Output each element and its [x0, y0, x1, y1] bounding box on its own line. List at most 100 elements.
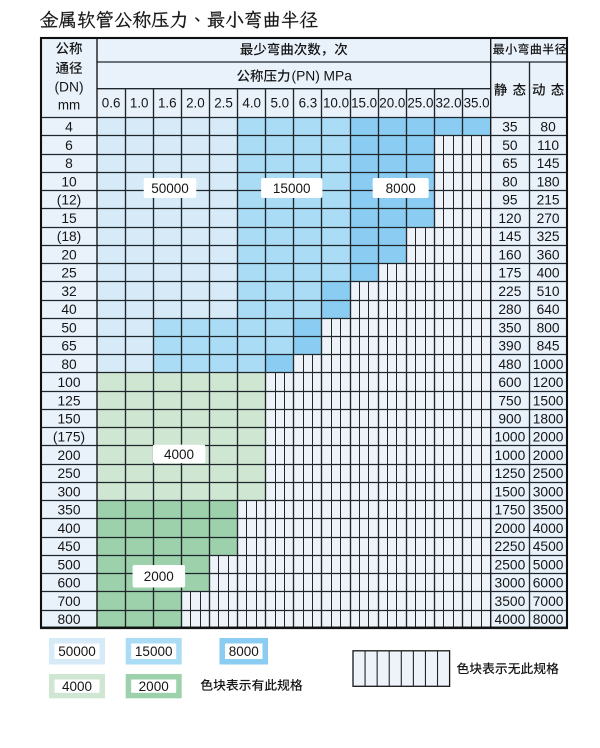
svg-text:2000: 2000 [139, 679, 169, 694]
svg-text:50000: 50000 [58, 644, 96, 659]
svg-text:1.0: 1.0 [130, 96, 149, 111]
svg-text:4500: 4500 [533, 539, 564, 554]
svg-text:4000: 4000 [164, 447, 194, 462]
svg-text:MPa: MPa [324, 68, 353, 83]
svg-text:(18): (18) [57, 229, 82, 244]
svg-text:80: 80 [540, 120, 556, 135]
svg-text:400: 400 [537, 266, 560, 281]
svg-text:125: 125 [57, 393, 80, 408]
svg-text:2000: 2000 [144, 569, 174, 584]
svg-text:110: 110 [537, 138, 559, 153]
svg-text:350: 350 [57, 503, 80, 518]
svg-text:2.5: 2.5 [214, 96, 233, 111]
svg-text:5.0: 5.0 [270, 96, 289, 111]
svg-text:50: 50 [61, 320, 77, 335]
svg-text:100: 100 [57, 375, 80, 390]
svg-text:2250: 2250 [495, 539, 526, 554]
svg-text:2500: 2500 [495, 557, 526, 572]
svg-text:450: 450 [57, 539, 80, 554]
svg-text:5000: 5000 [533, 557, 564, 572]
svg-text:400: 400 [57, 521, 80, 536]
svg-text:350: 350 [498, 320, 521, 335]
svg-text:7000: 7000 [533, 594, 564, 609]
svg-text:35.0: 35.0 [464, 96, 490, 111]
svg-text:3500: 3500 [495, 594, 526, 609]
svg-text:8000: 8000 [229, 644, 259, 659]
svg-text:1250: 1250 [495, 466, 526, 481]
svg-text:25.0: 25.0 [407, 96, 433, 111]
svg-text:900: 900 [498, 412, 521, 427]
svg-text:0.6: 0.6 [102, 96, 121, 111]
svg-text:6000: 6000 [533, 576, 564, 591]
svg-text:2500: 2500 [533, 466, 564, 481]
svg-text:845: 845 [537, 339, 560, 354]
svg-text:500: 500 [57, 557, 80, 572]
svg-text:65: 65 [61, 339, 77, 354]
svg-text:1500: 1500 [533, 393, 564, 408]
svg-text:4000: 4000 [495, 612, 526, 627]
svg-text:360: 360 [537, 247, 560, 262]
svg-text:80: 80 [61, 357, 77, 372]
svg-text:10: 10 [61, 174, 77, 189]
svg-text:300: 300 [57, 484, 80, 499]
svg-text:35: 35 [502, 120, 518, 135]
svg-text:1000: 1000 [495, 430, 526, 445]
svg-text:3000: 3000 [495, 576, 526, 591]
svg-text:6: 6 [65, 138, 73, 153]
svg-text:4000: 4000 [62, 679, 92, 694]
svg-text:6.3: 6.3 [299, 96, 318, 111]
svg-text:25: 25 [61, 266, 77, 281]
svg-text:325: 325 [537, 229, 560, 244]
svg-text:640: 640 [537, 302, 560, 317]
svg-text:15000: 15000 [273, 181, 311, 196]
svg-text:225: 225 [498, 284, 521, 299]
svg-text:280: 280 [498, 302, 521, 317]
svg-text:200: 200 [57, 448, 80, 463]
svg-text:mm: mm [58, 98, 80, 113]
svg-text:65: 65 [502, 156, 518, 171]
svg-text:15.0: 15.0 [351, 96, 377, 111]
svg-text:2000: 2000 [495, 521, 526, 536]
svg-text:80: 80 [502, 174, 518, 189]
svg-text:390: 390 [498, 339, 521, 354]
svg-text:510: 510 [537, 284, 560, 299]
svg-text:8: 8 [65, 156, 73, 171]
svg-text:1000: 1000 [495, 448, 526, 463]
svg-text:120: 120 [498, 211, 521, 226]
svg-text:(175): (175) [53, 430, 85, 445]
svg-text:270: 270 [537, 211, 560, 226]
svg-text:175: 175 [498, 266, 521, 281]
svg-text:32: 32 [61, 284, 76, 299]
svg-text:3000: 3000 [533, 484, 564, 499]
svg-text:15000: 15000 [135, 644, 173, 659]
svg-text:250: 250 [57, 466, 80, 481]
svg-text:2000: 2000 [533, 448, 564, 463]
svg-text:160: 160 [498, 247, 521, 262]
svg-text:1800: 1800 [533, 412, 564, 427]
svg-text:1750: 1750 [495, 503, 526, 518]
svg-text:1000: 1000 [533, 357, 564, 372]
svg-text:600: 600 [498, 375, 521, 390]
svg-text:480: 480 [498, 357, 521, 372]
svg-text:800: 800 [537, 320, 560, 335]
svg-text:600: 600 [57, 576, 80, 591]
svg-text:20: 20 [61, 247, 77, 262]
svg-text:145: 145 [498, 229, 521, 244]
svg-text:2.0: 2.0 [186, 96, 205, 111]
svg-text:8000: 8000 [533, 612, 564, 627]
svg-text:15: 15 [61, 211, 77, 226]
svg-text:4: 4 [65, 120, 73, 135]
svg-text:20.0: 20.0 [379, 96, 405, 111]
svg-text:8000: 8000 [386, 181, 416, 196]
svg-text:145: 145 [537, 156, 560, 171]
svg-text:750: 750 [498, 393, 521, 408]
svg-text:800: 800 [57, 612, 80, 627]
svg-text:40: 40 [61, 302, 77, 317]
svg-text:1500: 1500 [495, 484, 526, 499]
svg-text:(12): (12) [57, 193, 82, 208]
svg-text:700: 700 [57, 594, 80, 609]
svg-text:1.6: 1.6 [158, 96, 177, 111]
svg-text:(PN): (PN) [292, 68, 320, 83]
svg-text:32.0: 32.0 [435, 96, 461, 111]
svg-text:150: 150 [57, 412, 80, 427]
